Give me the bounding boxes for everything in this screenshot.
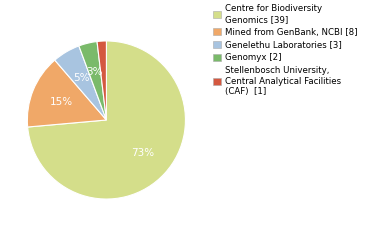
Legend: Centre for Biodiversity
Genomics [39], Mined from GenBank, NCBI [8], Genelethu L: Centre for Biodiversity Genomics [39], M… [213,4,357,96]
Wedge shape [97,41,106,120]
Wedge shape [55,46,106,120]
Wedge shape [28,41,185,199]
Text: 5%: 5% [73,73,90,83]
Text: 73%: 73% [131,148,154,158]
Text: 3%: 3% [87,67,103,77]
Text: 15%: 15% [49,96,73,107]
Wedge shape [27,60,106,127]
Wedge shape [79,42,106,120]
